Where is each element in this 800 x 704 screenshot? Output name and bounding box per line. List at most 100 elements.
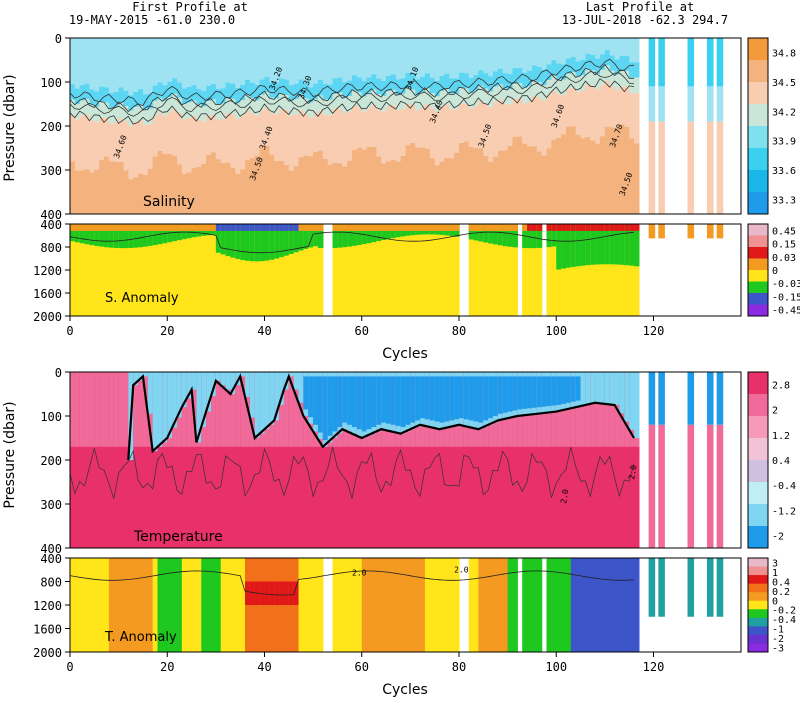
s-anomaly-column-top: [79, 224, 86, 231]
salinity-column-cline: [624, 55, 630, 72]
temperature-column: [488, 372, 494, 548]
s-anomaly-column-green: [142, 224, 149, 247]
salinity-column-cline: [211, 83, 217, 100]
salinity-column-upper: [434, 38, 441, 81]
temperature-column-upper: [279, 372, 285, 447]
salinity-column-upper: [162, 38, 168, 86]
t-anomaly-column: [546, 558, 552, 652]
s-anomaly-column: [614, 224, 621, 316]
temperature-column: [546, 372, 552, 548]
temperature-column-coldcore: [575, 376, 582, 401]
x-tick-label: 100: [545, 324, 567, 338]
salinity-column-cline: [575, 61, 582, 77]
t-anomaly-column-core: [264, 581, 270, 605]
s-anomaly-column-green: [104, 224, 110, 248]
salinity-column-mid: [138, 119, 144, 174]
salinity-column-cline: [274, 83, 280, 99]
salinity-column-deep: [356, 147, 363, 214]
s-anomaly-column: [424, 224, 431, 316]
colorbar-label: 0.4: [772, 578, 790, 589]
salinity-late-column: [658, 38, 665, 87]
colorbar-label: 1: [772, 568, 778, 579]
salinity-column-deep: [274, 160, 280, 214]
salinity-column-upper: [133, 38, 139, 92]
s-anomaly-column-green: [279, 224, 285, 258]
colorbar-segment: [748, 460, 768, 483]
x-tick-label: 120: [643, 324, 665, 338]
s-anomaly-column-top: [556, 224, 562, 231]
t-anomaly-column: [590, 558, 596, 652]
salinity-column-mid: [176, 113, 183, 165]
salinity-column-deep: [614, 128, 621, 214]
salinity-column-upper: [570, 38, 577, 57]
s-anomaly-column: [167, 224, 173, 316]
salinity-column-deep: [634, 143, 640, 214]
t-anomaly-column: [415, 558, 421, 652]
salinity-column-upper: [556, 38, 562, 64]
salinity-column-upper: [264, 38, 270, 77]
s-anomaly-column: [220, 224, 227, 316]
s-anomaly-column-top: [522, 224, 528, 231]
s-anomaly-column-green: [634, 224, 640, 267]
salinity-column-deep: [488, 161, 494, 214]
salinity-column-deep: [386, 161, 392, 214]
salinity-column-cline: [138, 89, 144, 105]
salinity-column-deep: [303, 155, 309, 214]
s-anomaly-column: [609, 224, 616, 316]
salinity-column-cline: [79, 85, 86, 101]
salinity-column-mid: [390, 105, 397, 160]
colorbar-frame: [747, 223, 769, 317]
salinity-column-transition: [575, 76, 582, 93]
temperature-column-coldcore: [429, 376, 436, 421]
salinity-column-mid: [201, 121, 207, 164]
s-anomaly-column: [522, 224, 528, 316]
salinity-column-deep: [220, 163, 227, 214]
s-anomaly-column-green: [347, 224, 353, 247]
s-anomaly-column-green: [361, 224, 368, 245]
salinity-late-column: [716, 86, 724, 122]
salinity-column-upper: [531, 38, 538, 66]
colorbar-label: -0.15: [772, 292, 800, 303]
salinity-column-mid: [512, 98, 518, 137]
temperature-column: [70, 372, 76, 548]
s-anomaly-column-green: [94, 224, 100, 246]
temperature-column-upper: [94, 372, 100, 447]
t-anomaly-column: [400, 558, 407, 652]
salinity-column-mid: [634, 93, 640, 144]
salinity-colorbar: 34.8 34.5 34.2 33.9 33.6 33.3: [747, 37, 796, 215]
salinity-column-mid: [468, 108, 475, 148]
salinity-column-mid: [337, 108, 343, 164]
t-anomaly-column: [634, 558, 640, 652]
salinity-column-mid: [502, 103, 509, 151]
t-anomaly-column: [449, 558, 455, 652]
salinity-column-deep: [172, 155, 178, 214]
x-tick-label: 80: [452, 660, 466, 674]
s-anomaly-column-green: [531, 224, 538, 249]
salinity-column-cline: [488, 76, 494, 92]
salinity-column-transition: [235, 103, 241, 119]
s-anomaly-column: [390, 224, 397, 316]
salinity-column-upper: [128, 38, 134, 96]
colorbar-segment: [748, 224, 768, 236]
t-anomaly-column: [405, 558, 411, 652]
colorbar-frame: [747, 371, 769, 549]
s-anomaly-column: [565, 224, 572, 316]
salinity-column-deep: [463, 141, 470, 214]
temperature-column: [512, 372, 518, 548]
salinity-column-upper: [225, 38, 232, 83]
t-anomaly-column-core: [288, 581, 295, 605]
s-anomaly-column: [434, 224, 441, 316]
salinity-column-upper: [206, 38, 212, 86]
temperature-column-cold: [279, 372, 285, 405]
s-anomaly-column-top: [176, 224, 183, 231]
temperature-column: [410, 372, 416, 548]
salinity-column-transition: [138, 104, 144, 120]
temperature-column-upper: [118, 372, 125, 447]
temperature-column: [269, 372, 275, 548]
salinity-column-mid: [599, 85, 606, 137]
colorbar-segment: [748, 304, 768, 317]
salinity-column-upper: [376, 38, 382, 79]
s-anomaly-column-top: [215, 224, 222, 231]
colorbar-label: -0.4: [772, 615, 796, 626]
salinity-column-transition: [493, 86, 499, 103]
